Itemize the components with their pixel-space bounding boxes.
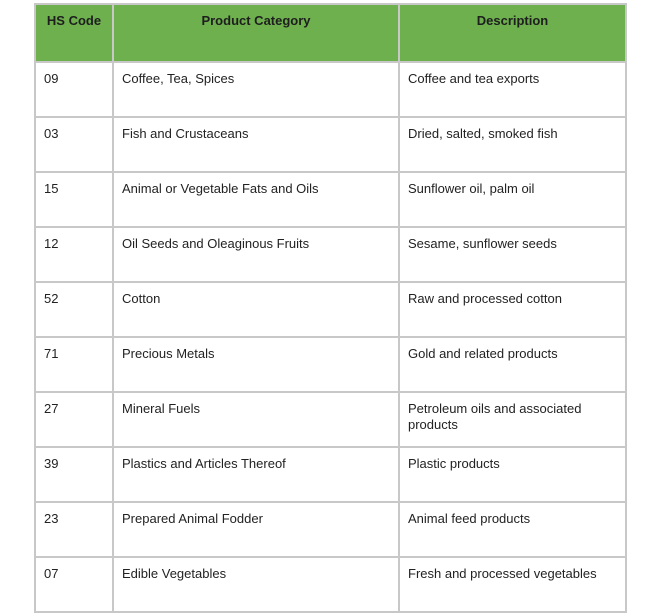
table-row: 07 Edible Vegetables Fresh and processed… [34,556,627,613]
cell-description: Dried, salted, smoked fish [398,116,627,173]
cell-hs-code: 03 [34,116,114,173]
table-row: 23 Prepared Animal Fodder Animal feed pr… [34,501,627,558]
table-row: 27 Mineral Fuels Petroleum oils and asso… [34,391,627,448]
cell-product-category: Oil Seeds and Oleaginous Fruits [112,226,400,283]
hs-code-table-container: HS Code Product Category Description 09 … [34,3,627,613]
cell-description: Coffee and tea exports [398,61,627,118]
cell-hs-code: 09 [34,61,114,118]
cell-hs-code: 71 [34,336,114,393]
cell-description: Sesame, sunflower seeds [398,226,627,283]
cell-product-category: Prepared Animal Fodder [112,501,400,558]
cell-hs-code: 39 [34,446,114,503]
cell-hs-code: 12 [34,226,114,283]
cell-product-category: Fish and Crustaceans [112,116,400,173]
table-header-row: HS Code Product Category Description [34,3,627,63]
table-row: 52 Cotton Raw and processed cotton [34,281,627,338]
cell-product-category: Precious Metals [112,336,400,393]
header-hs-code: HS Code [34,3,114,63]
cell-hs-code: 52 [34,281,114,338]
cell-product-category: Plastics and Articles Thereof [112,446,400,503]
cell-product-category: Edible Vegetables [112,556,400,613]
cell-product-category: Mineral Fuels [112,391,400,448]
cell-product-category: Animal or Vegetable Fats and Oils [112,171,400,228]
header-description: Description [398,3,627,63]
cell-hs-code: 23 [34,501,114,558]
cell-product-category: Coffee, Tea, Spices [112,61,400,118]
cell-description: Raw and processed cotton [398,281,627,338]
cell-hs-code: 07 [34,556,114,613]
table-row: 71 Precious Metals Gold and related prod… [34,336,627,393]
hs-code-table: HS Code Product Category Description 09 … [34,3,627,613]
cell-description: Fresh and processed vegetables [398,556,627,613]
table-row: 09 Coffee, Tea, Spices Coffee and tea ex… [34,61,627,118]
cell-product-category: Cotton [112,281,400,338]
cell-description: Gold and related products [398,336,627,393]
table-row: 12 Oil Seeds and Oleaginous Fruits Sesam… [34,226,627,283]
table-row: 03 Fish and Crustaceans Dried, salted, s… [34,116,627,173]
cell-hs-code: 27 [34,391,114,448]
cell-hs-code: 15 [34,171,114,228]
cell-description: Sunflower oil, palm oil [398,171,627,228]
cell-description: Petroleum oils and associated products [398,391,627,448]
table-row: 15 Animal or Vegetable Fats and Oils Sun… [34,171,627,228]
table-row: 39 Plastics and Articles Thereof Plastic… [34,446,627,503]
cell-description: Animal feed products [398,501,627,558]
header-product-category: Product Category [112,3,400,63]
cell-description: Plastic products [398,446,627,503]
